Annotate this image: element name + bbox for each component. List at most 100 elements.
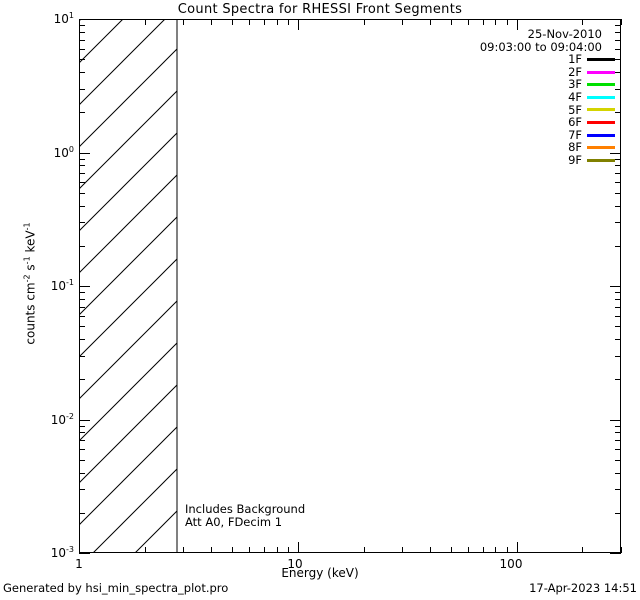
ytick-0.30000000000000004 bbox=[79, 222, 85, 223]
footer-timestamp: 17-Apr-2023 14:51 bbox=[529, 581, 637, 595]
xtick-300 bbox=[621, 547, 622, 553]
ytick-0.006 bbox=[79, 449, 85, 450]
x-axis-title: Energy (keV) bbox=[281, 566, 359, 580]
ytick-0.008 bbox=[79, 432, 85, 433]
xtick-top-1 bbox=[79, 19, 80, 30]
xtick-20 bbox=[364, 547, 365, 553]
legend-entry-label: 3F bbox=[568, 77, 582, 92]
xtick-label-10: 10 bbox=[287, 557, 303, 571]
ytick-right-2 bbox=[615, 112, 621, 113]
ytick-0.05 bbox=[79, 326, 85, 327]
ytick-right-0.2 bbox=[615, 246, 621, 247]
ytick-0.009000000000000001 bbox=[79, 426, 85, 427]
xtick-top-3 bbox=[183, 19, 184, 25]
xtick-90 bbox=[507, 547, 508, 553]
legend-entry-label: 9F bbox=[568, 152, 582, 167]
ytick-right-8 bbox=[615, 32, 621, 33]
ytick-right-0.001 bbox=[610, 553, 621, 554]
annotation-line-2: Att A0, FDecim 1 bbox=[185, 514, 283, 529]
xtick-top-300 bbox=[621, 19, 622, 25]
ytick-right-10 bbox=[610, 19, 621, 20]
ytick-0.4 bbox=[79, 206, 85, 207]
legend-entries: 1F 2F 3F 4F 5F 6F 7F 8F 9F bbox=[430, 53, 615, 166]
legend-entry-label: 6F bbox=[568, 115, 582, 130]
ytick-mantissa: 10 bbox=[50, 279, 67, 293]
ytick-label-1e-3: 10-3 bbox=[24, 545, 74, 560]
ytick-7 bbox=[79, 40, 85, 41]
plot-svg bbox=[80, 20, 178, 552]
legend-entry-swatch bbox=[587, 158, 615, 162]
legend-entry-label: 8F bbox=[568, 140, 582, 155]
legend-entry-label: 4F bbox=[568, 89, 582, 104]
ytick-exponent: -3 bbox=[66, 545, 74, 554]
ytick-0.07 bbox=[79, 307, 85, 308]
chart-title: Count Spectra for RHESSI Front Segments bbox=[177, 2, 463, 17]
legend-entry-8f: 8F bbox=[430, 141, 615, 154]
ytick-mantissa: 10 bbox=[53, 146, 69, 160]
xtick-1 bbox=[79, 542, 80, 553]
ytick-right-0.007 bbox=[615, 440, 621, 441]
legend-entry-swatch bbox=[587, 95, 615, 99]
ytick-8 bbox=[79, 32, 85, 33]
legend-entry-7f: 7F bbox=[430, 129, 615, 142]
legend-entry-4f: 4F bbox=[430, 91, 615, 104]
y-axis-title-sup1: -2 bbox=[22, 274, 32, 283]
legend-entry-swatch bbox=[587, 83, 615, 87]
xtick-top-80 bbox=[495, 19, 496, 25]
xtick-top-200 bbox=[582, 19, 583, 25]
xtick-4 bbox=[211, 547, 212, 553]
xtick-top-40 bbox=[430, 19, 431, 25]
ytick-0.02 bbox=[79, 379, 85, 380]
legend-entry-2f: 2F bbox=[430, 66, 615, 79]
legend-entry-label: 1F bbox=[568, 52, 582, 67]
xtick-30 bbox=[402, 547, 403, 553]
ytick-right-0.6000000000000001 bbox=[615, 182, 621, 183]
ytick-exponent: -2 bbox=[66, 412, 74, 421]
ytick-right-0.8 bbox=[615, 165, 621, 166]
xtick-2 bbox=[145, 547, 146, 553]
xtick-7 bbox=[264, 547, 265, 553]
ytick-right-0.07 bbox=[615, 307, 621, 308]
ytick-right-0.9 bbox=[615, 159, 621, 160]
ytick-right-0.7000000000000001 bbox=[615, 173, 621, 174]
legend: 25-Nov-2010 09:03:00 to 09:04:00 1F 2F 3F 4… bbox=[430, 28, 615, 167]
legend-entry-label: 2F bbox=[568, 64, 582, 79]
legend-entry-swatch bbox=[587, 120, 615, 124]
y-axis-title: counts cm-2 s-1 keV-1 bbox=[23, 194, 38, 374]
ytick-exponent: -1 bbox=[66, 278, 74, 287]
y-axis-title-sup3: -1 bbox=[22, 222, 32, 231]
xtick-80 bbox=[495, 547, 496, 553]
legend-entry-swatch bbox=[587, 108, 615, 112]
legend-entry-swatch bbox=[587, 70, 615, 74]
legend-entry-label: 7F bbox=[568, 127, 582, 142]
ytick-right-0.002 bbox=[615, 513, 621, 514]
xtick-6 bbox=[249, 547, 250, 553]
ytick-0.09 bbox=[79, 292, 85, 293]
xtick-top-8 bbox=[277, 19, 278, 25]
ytick-right-4 bbox=[615, 72, 621, 73]
ytick-right-0.5 bbox=[615, 193, 621, 194]
xtick-10 bbox=[298, 542, 299, 553]
ytick-right-0.05 bbox=[615, 326, 621, 327]
ytick-0.2 bbox=[79, 246, 85, 247]
xtick-8 bbox=[277, 547, 278, 553]
xtick-9 bbox=[288, 547, 289, 553]
y-axis-title-base3: keV bbox=[23, 230, 38, 257]
ytick-label-1e-2: 10-2 bbox=[24, 412, 74, 427]
xtick-top-6 bbox=[249, 19, 250, 25]
ytick-mantissa: 10 bbox=[50, 413, 67, 427]
xtick-top-5 bbox=[232, 19, 233, 25]
xtick-70 bbox=[483, 547, 484, 553]
xtick-top-60 bbox=[468, 19, 469, 25]
legend-entry-label: 5F bbox=[568, 102, 582, 117]
xtick-top-10 bbox=[298, 19, 299, 30]
ytick-0.03 bbox=[79, 356, 85, 357]
ytick-exponent: 0 bbox=[68, 145, 74, 154]
ytick-right-0.005 bbox=[615, 460, 621, 461]
ytick-right-0.009000000000000001 bbox=[615, 426, 621, 427]
ytick-0.7000000000000001 bbox=[79, 173, 85, 174]
ytick-0.002 bbox=[79, 513, 85, 514]
legend-time-range: 09:03:00 to 09:04:00 bbox=[479, 39, 602, 54]
ytick-0.1 bbox=[79, 286, 90, 287]
